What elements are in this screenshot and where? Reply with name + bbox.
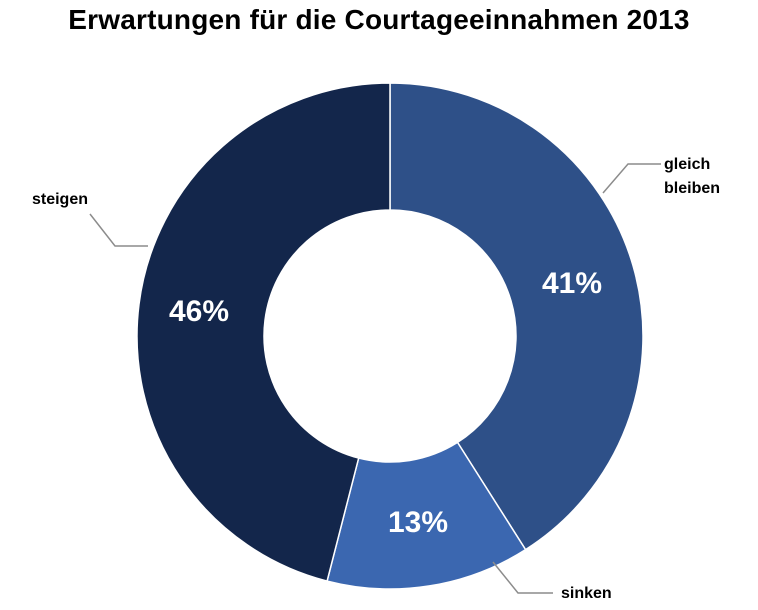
leader-line-steigen [89, 213, 148, 247]
category-labels: gleich bleiben sinken steigen [32, 156, 720, 602]
category-label-sinken: sinken [561, 585, 612, 602]
slice-steigen [136, 82, 391, 582]
chart-title: Erwartungen für die Courtageeinnahmen 20… [68, 4, 690, 35]
donut-slices [136, 82, 644, 590]
category-label-steigen: steigen [32, 191, 88, 208]
category-label-gleich-bleiben: gleich bleiben [664, 156, 720, 197]
leader-lines [89, 163, 661, 594]
value-label-steigen: 46% [169, 295, 229, 328]
slice-gleich-bleiben [389, 82, 644, 551]
leader-line-gleich-bleiben [602, 163, 661, 194]
percentage-labels: 41% 13% 46% [169, 267, 602, 539]
value-label-sinken: 13% [388, 506, 448, 539]
leader-line-sinken [492, 561, 553, 594]
value-label-gleich-bleiben: 41% [542, 267, 602, 300]
